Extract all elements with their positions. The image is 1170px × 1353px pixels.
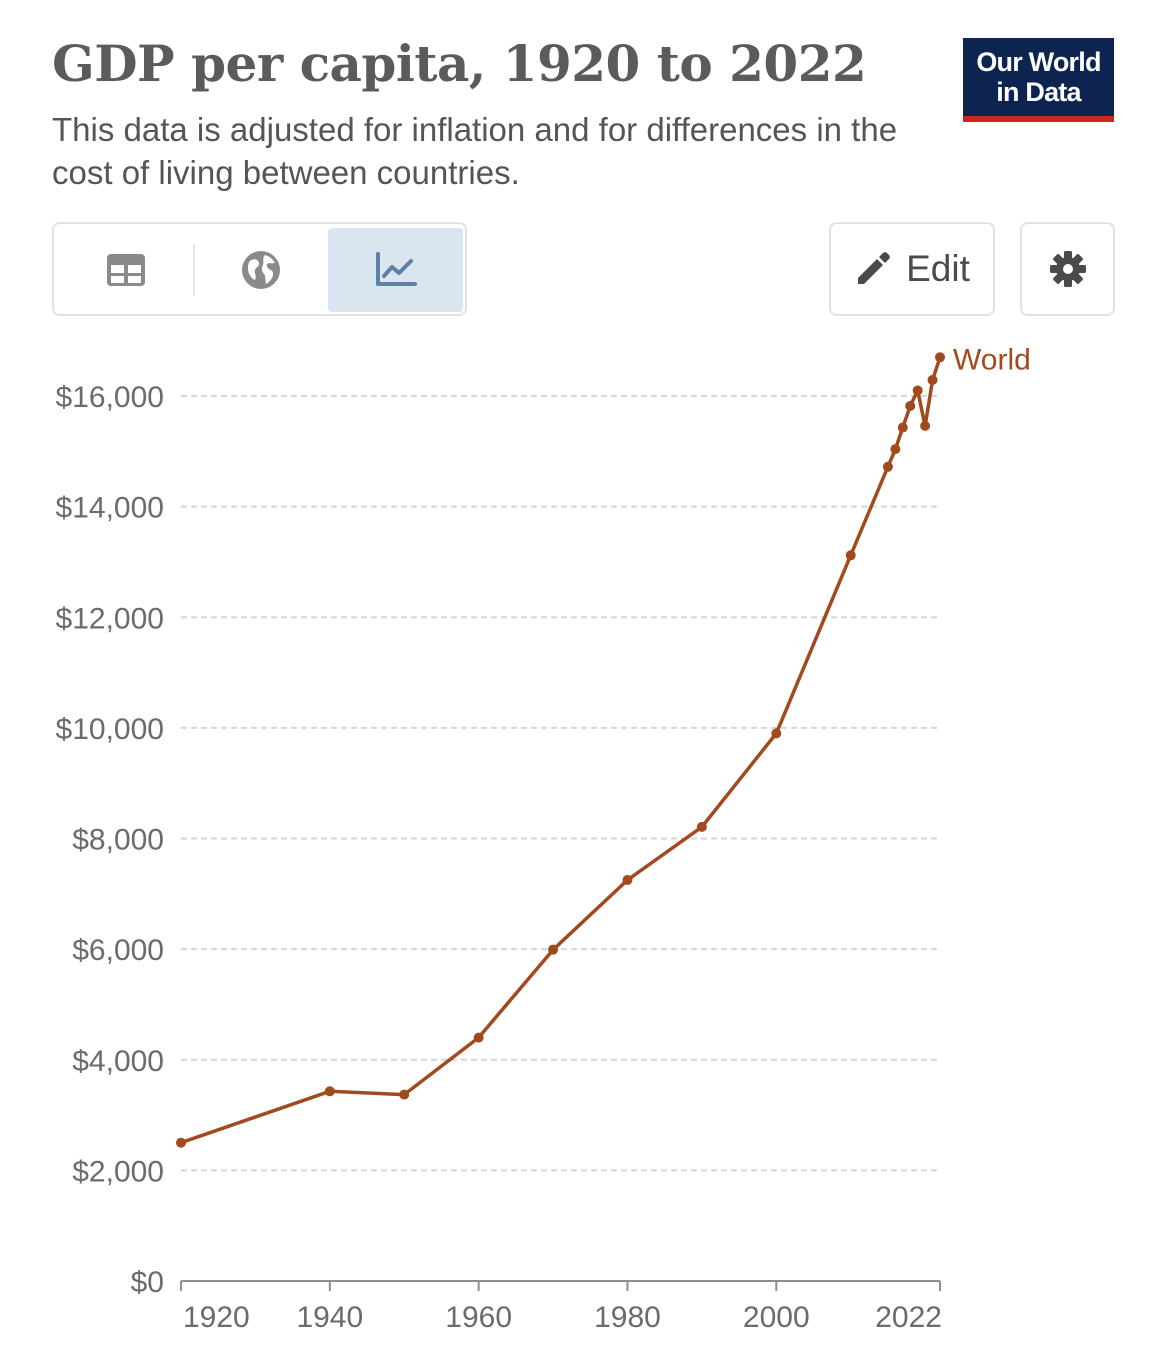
globe-icon (241, 251, 280, 289)
series-label: World (953, 343, 1031, 376)
y-tick-label: $0 (131, 1266, 164, 1299)
x-tick-label: 1980 (594, 1301, 661, 1334)
tab-map[interactable] (193, 228, 328, 312)
data-point[interactable] (176, 1137, 186, 1148)
data-point[interactable] (935, 352, 945, 363)
y-tick-label: $16,000 (56, 381, 164, 414)
chart-title: GDP per capita, 1920 to 2022 (52, 34, 867, 93)
data-point[interactable] (324, 1086, 335, 1097)
y-tick-label: $10,000 (56, 713, 164, 746)
x-tick-label: 1960 (445, 1301, 512, 1334)
x-tick-label: 1920 (183, 1301, 250, 1334)
axes: $0 $2,000 $4,000 $6,000 $8,000 $10,000 $12,000… (56, 381, 942, 1334)
logo-line-2: in Data (996, 77, 1081, 107)
tab-divider (193, 244, 195, 296)
settings-button[interactable] (1020, 222, 1115, 316)
x-tick-label: 2000 (743, 1301, 810, 1334)
data-point[interactable] (897, 422, 908, 433)
data-point[interactable] (696, 821, 707, 832)
table-icon (106, 254, 145, 286)
series: World (176, 343, 1031, 1148)
data-point[interactable] (622, 874, 633, 885)
edit-label: Edit (906, 248, 970, 289)
series-line (179, 355, 942, 1145)
chart-subtitle: This data is adjusted for inflation and … (52, 111, 898, 191)
y-tick-label: $6,000 (72, 934, 164, 967)
x-tick-label: 2022 (875, 1301, 942, 1334)
y-tick-label: $4,000 (72, 1045, 164, 1078)
owid-logo[interactable]: Our World in Data (963, 38, 1114, 122)
data-point[interactable] (912, 385, 923, 396)
y-tick-label: $8,000 (72, 824, 164, 857)
tab-table[interactable] (58, 228, 193, 312)
y-tick-label: $2,000 (72, 1155, 164, 1188)
data-point[interactable] (890, 444, 901, 455)
data-point[interactable] (845, 550, 856, 561)
data-point[interactable] (548, 944, 559, 955)
data-point[interactable] (473, 1032, 484, 1043)
pencil-icon (858, 252, 890, 284)
tab-chart[interactable] (328, 228, 463, 312)
data-point[interactable] (920, 420, 931, 431)
gear-icon (1049, 251, 1086, 287)
line-chart-icon (375, 252, 417, 286)
x-tick-label: 1940 (296, 1301, 363, 1334)
data-point[interactable] (771, 728, 782, 739)
data-point[interactable] (882, 461, 893, 472)
edit-button[interactable]: Edit (829, 222, 995, 316)
y-tick-label: $12,000 (56, 602, 164, 635)
view-tabs (52, 222, 467, 316)
data-point[interactable] (905, 400, 916, 411)
data-point[interactable] (927, 374, 938, 385)
logo-line-1: Our World (976, 47, 1101, 77)
gridlines (181, 395, 940, 1172)
y-tick-label: $14,000 (56, 492, 164, 525)
data-point[interactable] (399, 1089, 410, 1100)
